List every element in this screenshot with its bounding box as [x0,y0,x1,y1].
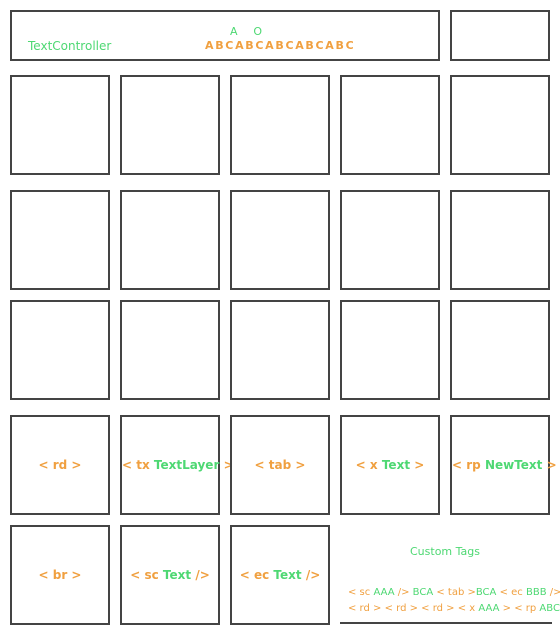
tx-tag: < tx TextLayer > [122,458,234,472]
custom-tag-segment: /> [394,587,413,598]
text-controller-panel: TextController AO ABCABCABCABCABC [10,10,440,61]
x-tag-close: > [414,458,425,472]
x-tag-open: < x [355,458,378,472]
custom-tag-segment: BBB [525,587,547,598]
text-controller-label: TextController [28,39,112,53]
rp-tag-close: > [546,458,557,472]
grid-cell [120,75,220,175]
ec-tag: < ec Text /> [232,568,328,582]
rp-tag-open: < rp [452,458,481,472]
custom-tags-divider [340,622,552,624]
custom-tags-title: Custom Tags [410,545,480,558]
ec-tag-content: Text [273,568,302,582]
grid-cell [340,300,440,400]
ec-tag-cell: < ec Text /> [230,525,330,625]
x-tag-content: Text [381,458,411,472]
grid-cell [10,300,110,400]
grid-cell [230,75,330,175]
grid-cell [10,190,110,290]
rp-tag-content: NewText [484,458,543,472]
x-tag: < x Text > [342,458,438,472]
custom-tags-line-1: < sc AAA /> BCA < tab >BCA < ec BBB /> [348,587,560,598]
custom-tag-segment: < ec [496,587,526,598]
rd-tag-text: < rd > [38,458,82,472]
custom-tag-segment: AAA [478,603,500,614]
tab-tag-cell: < tab > [230,415,330,515]
grid-cell [230,190,330,290]
custom-tag-segment: ABC [539,603,560,614]
custom-tags-line-2: < rd > < rd > < rd > < x AAA > < rp ABC … [348,603,560,614]
grid-cell [120,300,220,400]
custom-tag-segment: > < rp [499,603,540,614]
br-tag-text: < br > [38,568,82,582]
sc-tag-cell: < sc Text /> [120,525,220,625]
sc-tag-content: Text [162,568,192,582]
tab-tag: < tab > [232,458,328,472]
sc-tag: < sc Text /> [122,568,218,582]
custom-tag-segment: AAA [373,587,395,598]
grid-cell [450,75,550,175]
tx-tag-open: < tx [122,458,150,472]
grid-cell [120,190,220,290]
custom-tag-segment: BCA [475,587,497,598]
rd-tag: < rd > [12,458,108,472]
grid-cell [450,300,550,400]
custom-tag-segment: BCA [412,587,434,598]
animated-sequence: ABCABCABCABCABC [205,39,356,52]
custom-tag-segment: /> [549,587,560,598]
rp-tag: < rp NewText > [452,458,557,472]
tx-tag-cell: < tx TextLayer > [120,415,234,515]
custom-tag-segment: < rd > < rd > < rd > < x [348,603,479,614]
header-empty-box [450,10,550,61]
grid-cell [10,75,110,175]
tab-tag-text: < tab > [254,458,306,472]
tx-tag-close: > [223,458,234,472]
rp-tag-cell: < rp NewText > [450,415,557,515]
rd-tag-cell: < rd > [10,415,110,515]
grid-cell [230,300,330,400]
grid-cell [340,75,440,175]
br-tag-cell: < br > [10,525,110,625]
grid-cell [340,190,440,290]
sc-tag-close: /> [195,568,210,582]
br-tag: < br > [12,568,108,582]
custom-tag-segment: < tab > [433,587,476,598]
ec-tag-close: /> [305,568,321,582]
marker-letters: AO [230,25,278,38]
ec-tag-open: < ec [239,568,270,582]
grid-cell [450,190,550,290]
tx-tag-content: TextLayer [153,458,220,472]
x-tag-cell: < x Text > [340,415,440,515]
custom-tag-segment: < sc [348,587,374,598]
sc-tag-open: < sc [130,568,159,582]
